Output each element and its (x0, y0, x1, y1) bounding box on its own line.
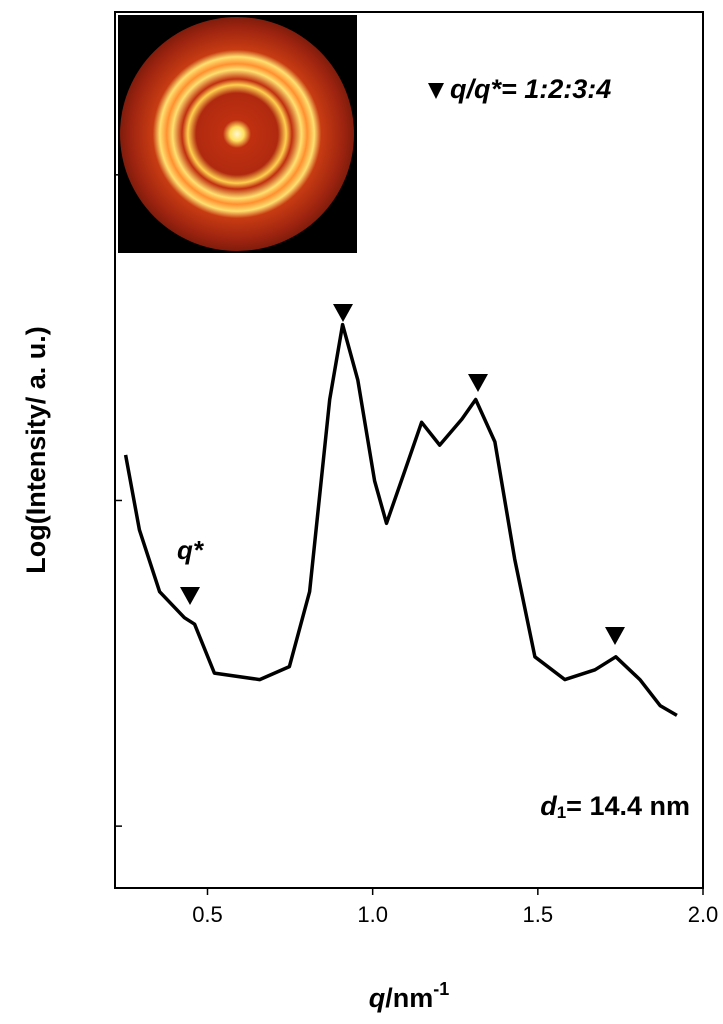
peak-arrow (605, 627, 625, 645)
d-value: = 14.4 nm (566, 791, 690, 821)
x-label-exponent: -1 (433, 979, 449, 999)
d-subscript: 1 (557, 803, 566, 822)
x-tick-label: 0.5 (192, 902, 223, 927)
peak-arrow (468, 374, 488, 392)
ratio-annotation: q/q*= 1:2:3:4 (450, 74, 611, 104)
page: {"chart_data": { "type": "line", "y_labe… (0, 0, 723, 1019)
d-symbol: d (540, 791, 557, 821)
x-tick-label: 1.5 (523, 902, 554, 927)
x-axis-label: q/nm-1 (369, 979, 450, 1013)
y-axis-label: Log(Intensity/ a. u.) (21, 326, 51, 574)
peak-arrow (333, 304, 353, 322)
x-tick-label: 2.0 (688, 902, 719, 927)
d-spacing-label: d1= 14.4 nm (540, 791, 690, 822)
chart: q/q*= 1:2:3:4 q* d1= 14.4 nm Log(Intensi… (0, 0, 723, 1019)
inset-pattern (120, 17, 354, 251)
x-tick-label: 1.0 (357, 902, 388, 927)
x-label-symbol: q (369, 983, 386, 1013)
legend-arrow (428, 83, 444, 99)
x-label-unit: /nm (385, 983, 433, 1013)
data-line (126, 325, 677, 716)
q-star-label: q* (177, 535, 205, 565)
peak-arrow (180, 587, 200, 605)
